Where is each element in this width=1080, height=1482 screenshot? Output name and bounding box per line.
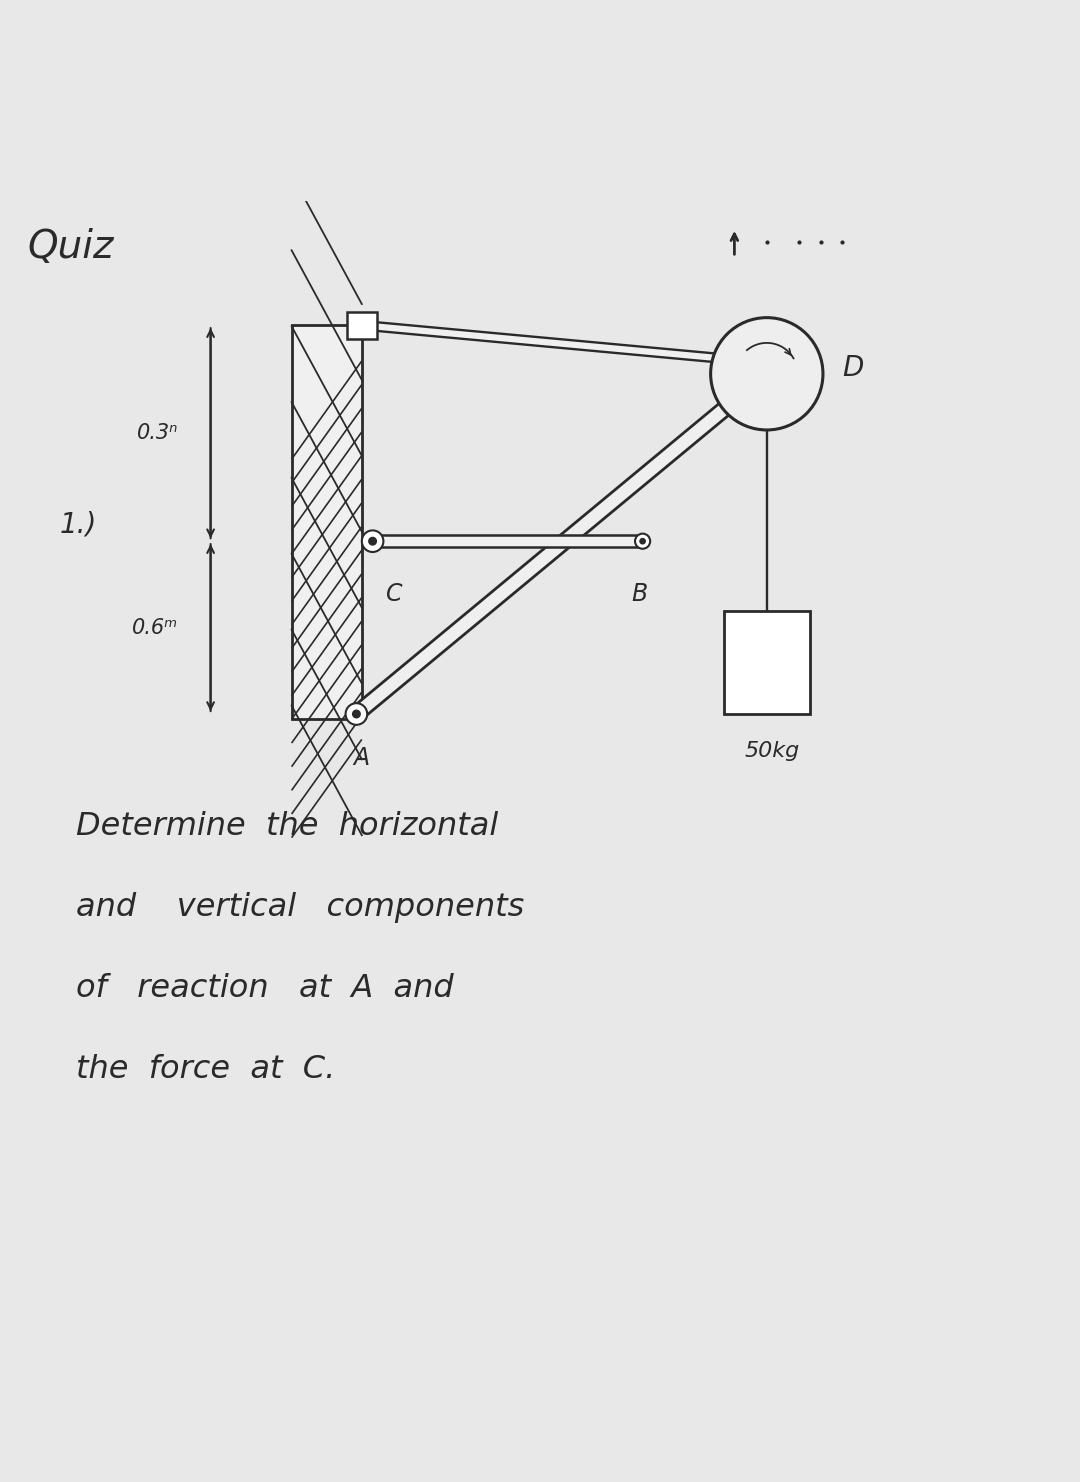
Circle shape (711, 317, 823, 430)
Circle shape (369, 538, 376, 545)
Circle shape (353, 710, 361, 717)
Text: the  force  at  C.: the force at C. (76, 1054, 335, 1085)
Text: 01: 01 (770, 353, 785, 366)
Bar (724, 612, 810, 714)
Polygon shape (373, 535, 643, 547)
Text: 1.): 1.) (59, 511, 97, 539)
Circle shape (640, 538, 645, 544)
Text: of   reaction   at  A  and: of reaction at A and (76, 974, 454, 1005)
Circle shape (362, 531, 383, 551)
Circle shape (346, 702, 367, 725)
Bar (292, 325, 362, 719)
Text: and    vertical   components: and vertical components (76, 892, 524, 923)
Text: 0.6ᵐ: 0.6ᵐ (132, 618, 178, 637)
Text: 50kg: 50kg (744, 741, 800, 760)
Text: Quiz: Quiz (27, 228, 113, 265)
Polygon shape (352, 368, 771, 720)
Text: 0.3ⁿ: 0.3ⁿ (137, 424, 178, 443)
Circle shape (635, 534, 650, 548)
Text: C: C (386, 582, 402, 606)
Text: B: B (632, 582, 648, 606)
Text: D: D (842, 354, 864, 382)
Polygon shape (362, 322, 767, 368)
Bar (347, 311, 377, 339)
Text: A: A (354, 747, 369, 771)
Text: Determine  the  horizontal: Determine the horizontal (76, 811, 498, 842)
